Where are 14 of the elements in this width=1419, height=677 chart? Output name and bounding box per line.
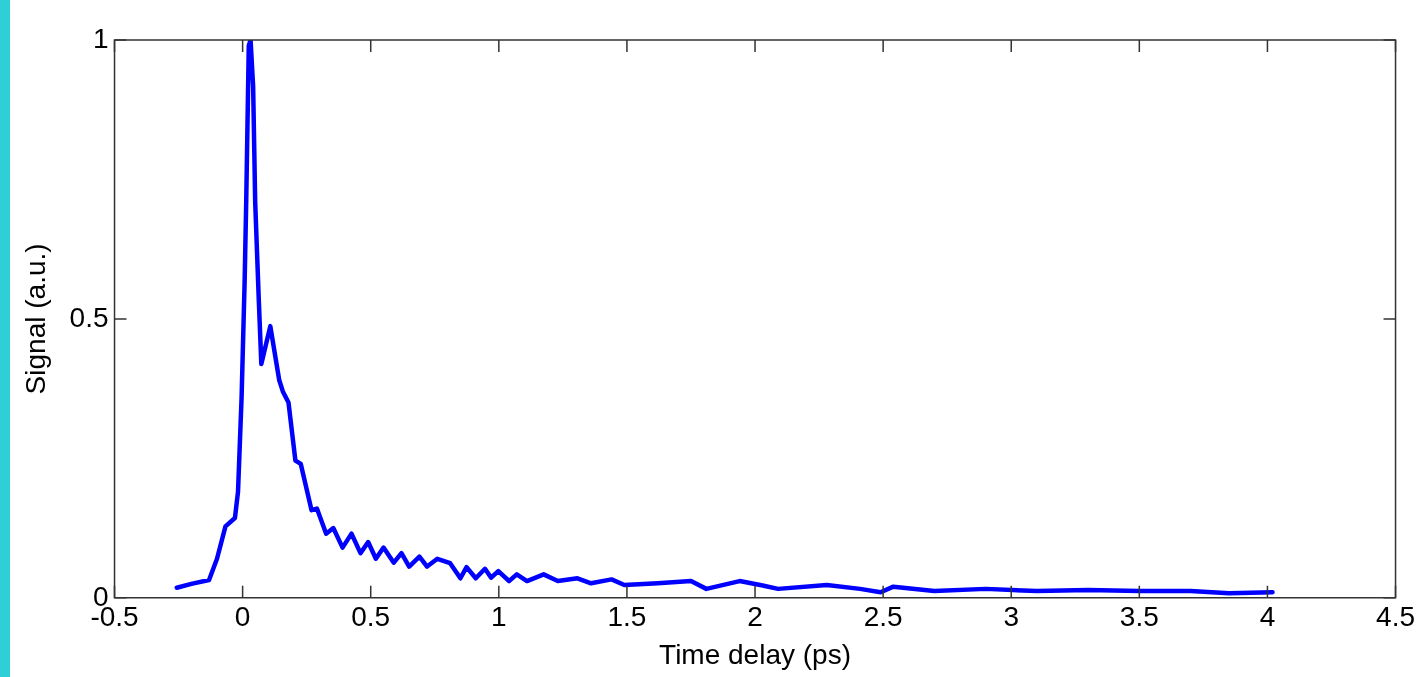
x-tick-label: 2.5 (863, 601, 903, 633)
x-tick-label: 3 (1003, 601, 1020, 633)
x-tick-label: 1 (491, 601, 507, 633)
x-tick-label: 3.5 (1119, 601, 1159, 633)
x-axis-title: Time delay (ps) (659, 638, 851, 670)
x-tick-label: 1.5 (607, 601, 647, 633)
x-tick-label: 4 (1259, 601, 1276, 633)
x-tick-label: 2 (747, 601, 763, 633)
y-axis-title: Signal (a.u.) (19, 243, 51, 395)
y-tick-label: 0.5 (69, 301, 109, 333)
y-tick-label: 1 (92, 22, 109, 54)
x-tick-label: 0 (234, 601, 251, 633)
x-tick-label: 4.5 (1376, 601, 1416, 633)
x-tick-label: 0.5 (351, 601, 391, 633)
